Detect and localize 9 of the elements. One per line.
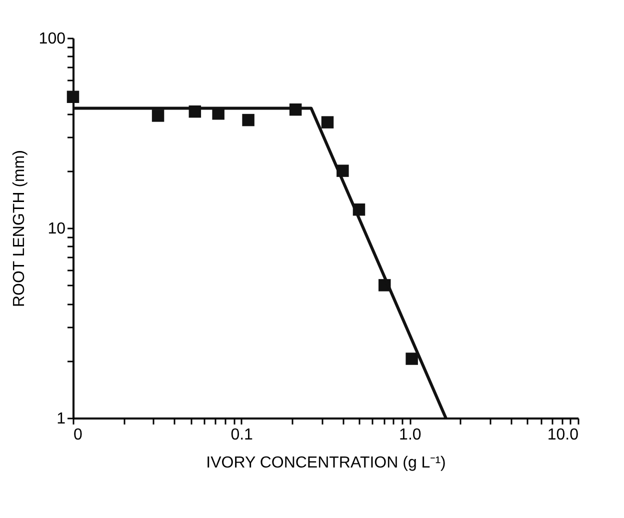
x-tick-label: 0.1 <box>230 426 254 444</box>
x-tick-label: 0 <box>74 426 82 444</box>
x-tick-label: 10.0 <box>547 426 579 444</box>
x-tick-label: 1.0 <box>399 426 422 444</box>
y-tick-label: 1 <box>56 410 66 428</box>
y-tick-label: 10 <box>48 220 66 238</box>
y-tick-label: 100 <box>38 30 66 48</box>
y-axis-title: ROOT LENGTH (mm) <box>10 150 28 308</box>
x-axis-title: IVORY CONCENTRATION (g L⁻¹) <box>206 454 446 472</box>
